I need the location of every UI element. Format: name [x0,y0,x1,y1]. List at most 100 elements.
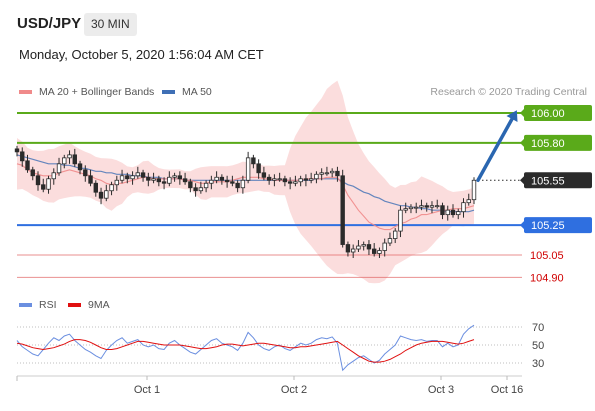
candle-body [340,175,345,245]
candle-body [135,172,141,177]
candle-body [245,157,251,181]
candle-body [119,175,125,181]
level-tag-pointer-105.25 [520,221,524,230]
candle-body [356,245,361,250]
candle-body [104,190,109,199]
candle-body [277,178,282,181]
legend-9ma: 9MA [68,299,110,311]
credit-text: Research © 2020 Trading Central [430,86,587,98]
x-tick-label: Oct 1 [134,384,160,396]
ma50-swatch [162,90,175,94]
candle-body [287,181,293,184]
candle-body [93,182,98,193]
candle-body [319,172,324,175]
candle-body [214,176,219,181]
candle-body [224,179,230,183]
projection-arrow-head [506,110,518,123]
level-tag-105.25 [524,217,592,234]
candle-body [125,175,130,180]
candle-body [408,206,414,210]
candle-body [256,163,261,174]
pair-title: USD/JPY [17,15,82,32]
candle-body [445,209,450,216]
candle-body [230,181,235,184]
ma20-label: MA 20 + Bollinger Bands [39,86,155,98]
level-label-105.25: 105.25 [531,220,565,232]
level-tag-105.80 [524,134,592,151]
candle-body [14,148,20,153]
candle-body [56,163,62,174]
candle-body [393,230,398,239]
timestamp: Monday, October 5, 2020 1:56:04 AM CET [19,47,264,62]
candle-body [114,179,120,186]
candle-body [398,209,403,232]
candle-body [350,248,356,253]
candle-body [25,160,30,171]
candle-body [266,176,272,181]
candle-body [51,172,56,180]
ma50-line [16,154,475,213]
candle-body [456,211,461,216]
rsi-tick-70: 70 [532,322,544,334]
candle-body [198,187,204,192]
projection-arrow-line [476,117,514,183]
level-tag-pointer-106.00 [520,109,524,117]
candle-body [188,181,193,189]
candle-body [193,187,198,192]
level-label-106.00: 106.00 [531,108,565,120]
candle-body [329,170,335,174]
candle-body [167,176,172,184]
candle-body [146,176,151,181]
ma20-swatch [19,90,32,94]
candle-body [109,184,114,192]
candle-body [219,176,225,181]
candle-body [140,172,146,178]
x-tick-label: Oct 3 [428,384,454,396]
candle-body [435,205,440,208]
candle-body [261,172,267,178]
level-label-105.55: 105.55 [531,175,565,187]
9ma-swatch [68,303,81,307]
candle-body [366,244,372,250]
candle-body [251,157,256,165]
candle-body [88,175,93,184]
candle-body [67,154,72,159]
candle-body [46,178,51,190]
candle-body [450,209,456,216]
candle-body [382,242,387,251]
candle-body [377,250,382,254]
level-tag-106.00 [524,105,592,121]
candle-body [282,178,288,183]
candle-body [314,173,319,180]
candle-body [20,151,25,162]
candle-body [35,175,41,186]
candle-body [308,178,314,181]
candle-body [151,178,156,181]
candle-body [293,181,298,184]
candle-body [461,202,466,213]
candle-body [235,182,240,189]
candle-body [335,170,340,177]
candle-body [77,163,83,171]
candle-body [182,178,188,183]
candle-body [303,178,309,181]
candle-body [41,184,46,190]
timeframe-badge[interactable]: 30 MIN [84,13,137,36]
candle-body [240,179,246,189]
candle-body [72,154,77,165]
bollinger-band [17,80,474,284]
candle-body [440,205,445,216]
candle-body [172,175,177,178]
candle-body [403,208,408,211]
level-tag-105.55 [524,172,592,189]
rsi-tick-30: 30 [532,358,544,370]
candle-body [371,248,377,254]
level-label-104.90: 104.90 [530,272,564,284]
candle-body [345,244,351,253]
legend-ma50: MA 50 [162,86,212,98]
candle-body [272,178,277,181]
candle-body [424,205,429,208]
candle-body [419,205,424,208]
